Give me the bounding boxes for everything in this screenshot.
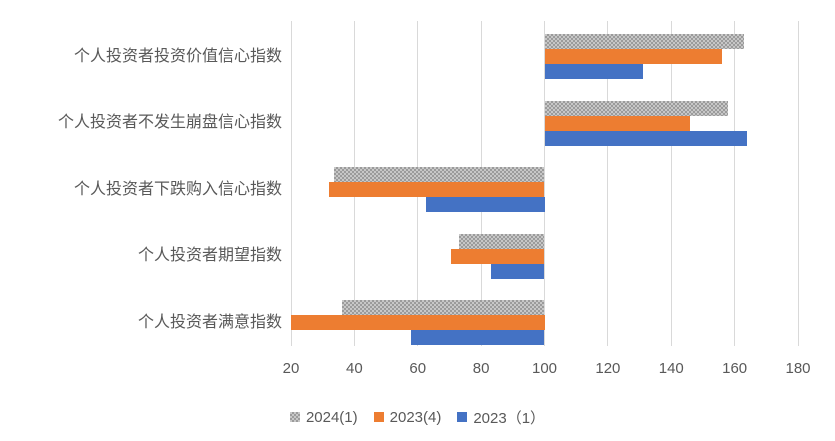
gridline	[734, 21, 736, 346]
gridline	[290, 21, 292, 346]
legend: 2024(1) 2023(4) 2023（1）	[0, 404, 835, 430]
bar-2023(4)-个人投资者下跌购入信心指数	[329, 182, 545, 197]
bar-2023（1）-个人投资者投资价值信心指数	[544, 64, 643, 79]
legend-item: 2023(4)	[373, 408, 442, 426]
bar-2023（1）-个人投资者满意指数	[411, 330, 545, 345]
category-label: 个人投资者投资价值信心指数	[73, 47, 282, 65]
x-tick-label: 160	[722, 360, 748, 377]
legend-label: 2023（1）	[473, 409, 546, 427]
legend-item: 2024(1)	[289, 408, 358, 426]
bar-2023（1）-个人投资者不发生崩盘信心指数	[544, 130, 748, 146]
bar-2023（1）-个人投资者期望指数	[490, 263, 545, 279]
bar-2023（1）-个人投资者下跌购入信心指数	[425, 197, 545, 212]
bar-2024(1)-个人投资者投资价值信心指数	[544, 34, 745, 49]
category-label: 个人投资者满意指数	[137, 313, 282, 331]
bar-2023(4)-个人投资者投资价值信心指数	[544, 49, 722, 64]
bar-2023(4)-个人投资者满意指数	[291, 315, 545, 330]
legend-item: 2023（1）	[457, 407, 545, 428]
bar-2024(1)-个人投资者满意指数	[341, 300, 545, 315]
gridline	[797, 21, 799, 346]
legend-marker-icon	[373, 412, 384, 422]
x-tick-label: 140	[658, 360, 684, 377]
bar-2024(1)-个人投资者下跌购入信心指数	[333, 167, 545, 182]
legend-label: 2024(1)	[305, 408, 358, 426]
category-label: 个人投资者下跌购入信心指数	[73, 180, 282, 198]
x-tick-label: 20	[282, 360, 300, 377]
bar-2024(1)-个人投资者不发生崩盘信心指数	[544, 100, 729, 116]
category-label: 个人投资者不发生崩盘信心指数	[57, 114, 282, 131]
legend-label: 2023(4)	[389, 408, 442, 426]
gridline	[670, 21, 672, 346]
x-tick-label: 100	[531, 360, 558, 377]
legend-marker-icon	[457, 412, 468, 422]
bar-2023(4)-个人投资者不发生崩盘信心指数	[544, 115, 691, 131]
bar-2024(1)-个人投资者期望指数	[458, 233, 545, 249]
x-tick-label: 80	[472, 360, 490, 377]
x-tick-label: 120	[595, 360, 621, 377]
bar-2023(4)-个人投资者期望指数	[451, 248, 545, 264]
gridline	[607, 21, 609, 346]
category-label: 个人投资者期望指数	[137, 247, 282, 264]
x-tick-label: 40	[346, 360, 363, 377]
x-tick-label: 180	[785, 360, 811, 377]
x-tick-label: 60	[409, 360, 427, 377]
gridline	[544, 21, 545, 346]
legend-marker-icon	[289, 412, 300, 422]
